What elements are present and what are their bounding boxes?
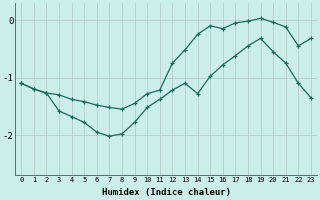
X-axis label: Humidex (Indice chaleur): Humidex (Indice chaleur) [101, 188, 231, 197]
